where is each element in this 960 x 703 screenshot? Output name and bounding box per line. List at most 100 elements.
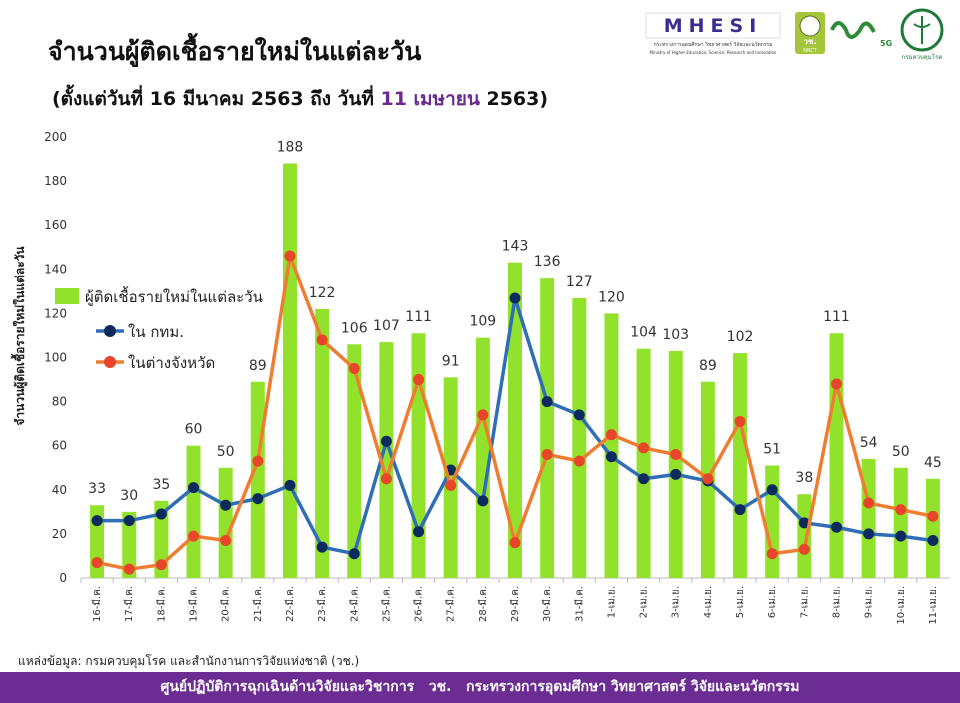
marker [509, 292, 521, 304]
bar [250, 381, 265, 578]
x-tick-label: 4-เม.ย. [703, 586, 714, 618]
marker [155, 559, 167, 571]
x-tick-label: 10-เม.ย. [896, 586, 907, 625]
marker [252, 493, 264, 505]
marker [541, 396, 553, 408]
data-label: 35 [152, 477, 170, 493]
bar [797, 494, 812, 578]
source-note: แหล่งข้อมูล: กรมควบคุมโรค และสำนักงานการ… [18, 654, 360, 668]
marker [348, 363, 360, 375]
bar [636, 348, 651, 578]
marker [509, 537, 521, 549]
marker [316, 334, 328, 346]
x-tick-label: 27-มี.ค. [445, 586, 457, 622]
legend-swatch [55, 288, 79, 304]
marker [702, 473, 714, 485]
y-tick-label: 100 [44, 351, 67, 365]
y-tick-label: 160 [44, 218, 67, 232]
data-label: 103 [662, 327, 689, 343]
data-label: 102 [727, 329, 754, 345]
marker [573, 409, 585, 421]
x-tick-label: 3-เม.ย. [671, 586, 682, 618]
x-tick-label: 23-มี.ค. [316, 586, 328, 622]
logo-text: NRCT [803, 48, 817, 54]
x-tick-label: 19-มี.ค. [188, 586, 200, 622]
data-label: 120 [598, 289, 625, 305]
marker [380, 473, 392, 485]
marker [413, 526, 425, 538]
logo-text: กรมควบคุมโรค [902, 53, 942, 61]
marker [734, 415, 746, 427]
bar [186, 445, 201, 578]
x-tick-label: 9-เม.ย. [864, 586, 875, 618]
bar [411, 333, 426, 578]
marker [638, 473, 650, 485]
x-tick-label: 30-มี.ค. [541, 586, 553, 622]
marker [123, 515, 135, 527]
marker [638, 442, 650, 454]
marker [316, 541, 328, 553]
data-label: 104 [630, 325, 657, 341]
data-label: 107 [373, 318, 400, 334]
logo-text: วช. [804, 37, 817, 46]
bar [893, 467, 908, 578]
y-tick-label: 140 [44, 262, 67, 276]
marker [380, 435, 392, 447]
data-label: 111 [405, 309, 432, 325]
bar [668, 350, 683, 578]
bar [347, 344, 362, 578]
marker [220, 499, 232, 511]
marker [573, 455, 585, 467]
data-label: 111 [823, 309, 850, 325]
marker [188, 482, 200, 494]
marker [188, 530, 200, 542]
marker [798, 543, 810, 555]
marker [670, 449, 682, 461]
x-tick-label: 6-เม.ย. [767, 586, 778, 618]
data-label: 122 [309, 285, 336, 301]
bar [765, 465, 780, 578]
data-label: 30 [120, 488, 138, 504]
data-label: 45 [924, 455, 942, 471]
logo-wave [830, 21, 876, 39]
logo-box [645, 12, 781, 39]
data-label: 106 [341, 320, 368, 336]
marker [252, 455, 264, 467]
marker [155, 508, 167, 520]
x-tick-label: 25-มี.ค. [380, 586, 392, 622]
x-tick-label: 17-มี.ค. [123, 586, 135, 622]
marker [766, 548, 778, 560]
legend-label: ใน กทม. [128, 323, 184, 341]
bar [122, 511, 137, 578]
x-tick-label: 20-มี.ค. [220, 586, 232, 622]
logo-text: Ministry of Higher Education, Science, R… [650, 50, 777, 55]
bar [829, 333, 844, 578]
x-tick-label: 24-มี.ค. [348, 586, 360, 622]
bar [379, 342, 394, 578]
x-tick-label: 5-เม.ย. [735, 586, 746, 618]
marker [605, 451, 617, 463]
logo-mhesi: MHESI [664, 15, 763, 37]
chart-subtitle: (ตั้งแต่วันที่ 16 มีนาคม 2563 ถึง วันที่… [52, 84, 548, 114]
marker [670, 468, 682, 480]
marker [445, 479, 457, 491]
marker [830, 521, 842, 533]
legend-marker [104, 356, 116, 368]
bar [282, 163, 297, 578]
y-tick-label: 20 [52, 527, 67, 541]
x-tick-label: 31-มี.ค. [573, 586, 585, 622]
y-tick-label: 0 [59, 571, 67, 585]
marker [91, 515, 103, 527]
x-tick-label: 22-มี.ค. [284, 586, 296, 622]
data-label: 143 [502, 239, 529, 255]
subtitle-part: (ตั้งแต่วันที่ 16 มีนาคม 2563 ถึง วันที่ [52, 88, 381, 110]
y-axis-label: จำนวนผู้ติดเชื้อรายใหม่ในแต่ละวัน [10, 246, 28, 426]
marker [91, 557, 103, 569]
logos: MHESI กระทรวงการอุดมศึกษา วิทยาศาสตร์ วิ… [645, 8, 944, 61]
marker [766, 484, 778, 496]
logo-text: 5G [880, 39, 892, 48]
footer: ศูนย์ปฏิบัติการฉุกเฉินด้านวิจัยและวิชากา… [0, 672, 960, 703]
marker [863, 497, 875, 509]
x-tick-label: 29-มี.ค. [509, 586, 521, 622]
x-tick-label: 11-เม.ย. [928, 586, 939, 625]
